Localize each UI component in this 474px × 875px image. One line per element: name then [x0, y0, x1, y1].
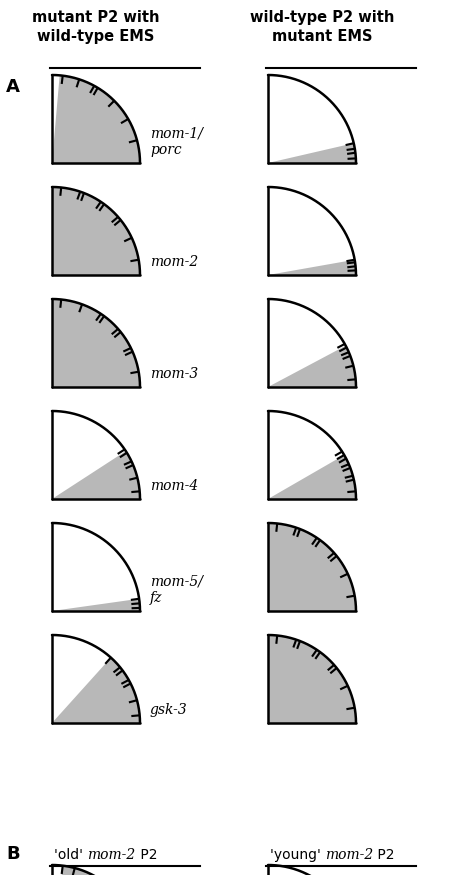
Polygon shape	[268, 635, 356, 723]
Polygon shape	[52, 658, 140, 723]
Polygon shape	[52, 299, 140, 387]
Text: P2: P2	[374, 848, 395, 862]
Text: mom-1/
porc: mom-1/ porc	[150, 127, 203, 157]
Polygon shape	[52, 187, 140, 275]
Polygon shape	[268, 260, 356, 275]
Text: mutant P2 with
wild-type EMS: mutant P2 with wild-type EMS	[32, 10, 160, 44]
Text: mom-2: mom-2	[87, 848, 136, 862]
Polygon shape	[268, 144, 356, 163]
Polygon shape	[52, 865, 140, 875]
Text: A: A	[6, 78, 20, 96]
Text: mom-2: mom-2	[150, 255, 198, 269]
Text: P2: P2	[136, 848, 157, 862]
Text: 'young': 'young'	[270, 848, 325, 862]
Polygon shape	[268, 455, 356, 499]
Text: mom-3: mom-3	[150, 367, 198, 381]
Polygon shape	[52, 598, 140, 611]
Polygon shape	[52, 452, 140, 499]
Polygon shape	[52, 75, 140, 163]
Text: 'old': 'old'	[54, 848, 87, 862]
Text: gsk-3: gsk-3	[150, 703, 188, 717]
Text: mom-2: mom-2	[325, 848, 374, 862]
Text: mom-4: mom-4	[150, 479, 198, 493]
Text: B: B	[6, 845, 19, 863]
Text: wild-type P2 with
mutant EMS: wild-type P2 with mutant EMS	[250, 10, 394, 44]
Polygon shape	[268, 523, 356, 611]
Text: mom-5/
fz: mom-5/ fz	[150, 575, 203, 605]
Polygon shape	[268, 346, 356, 387]
